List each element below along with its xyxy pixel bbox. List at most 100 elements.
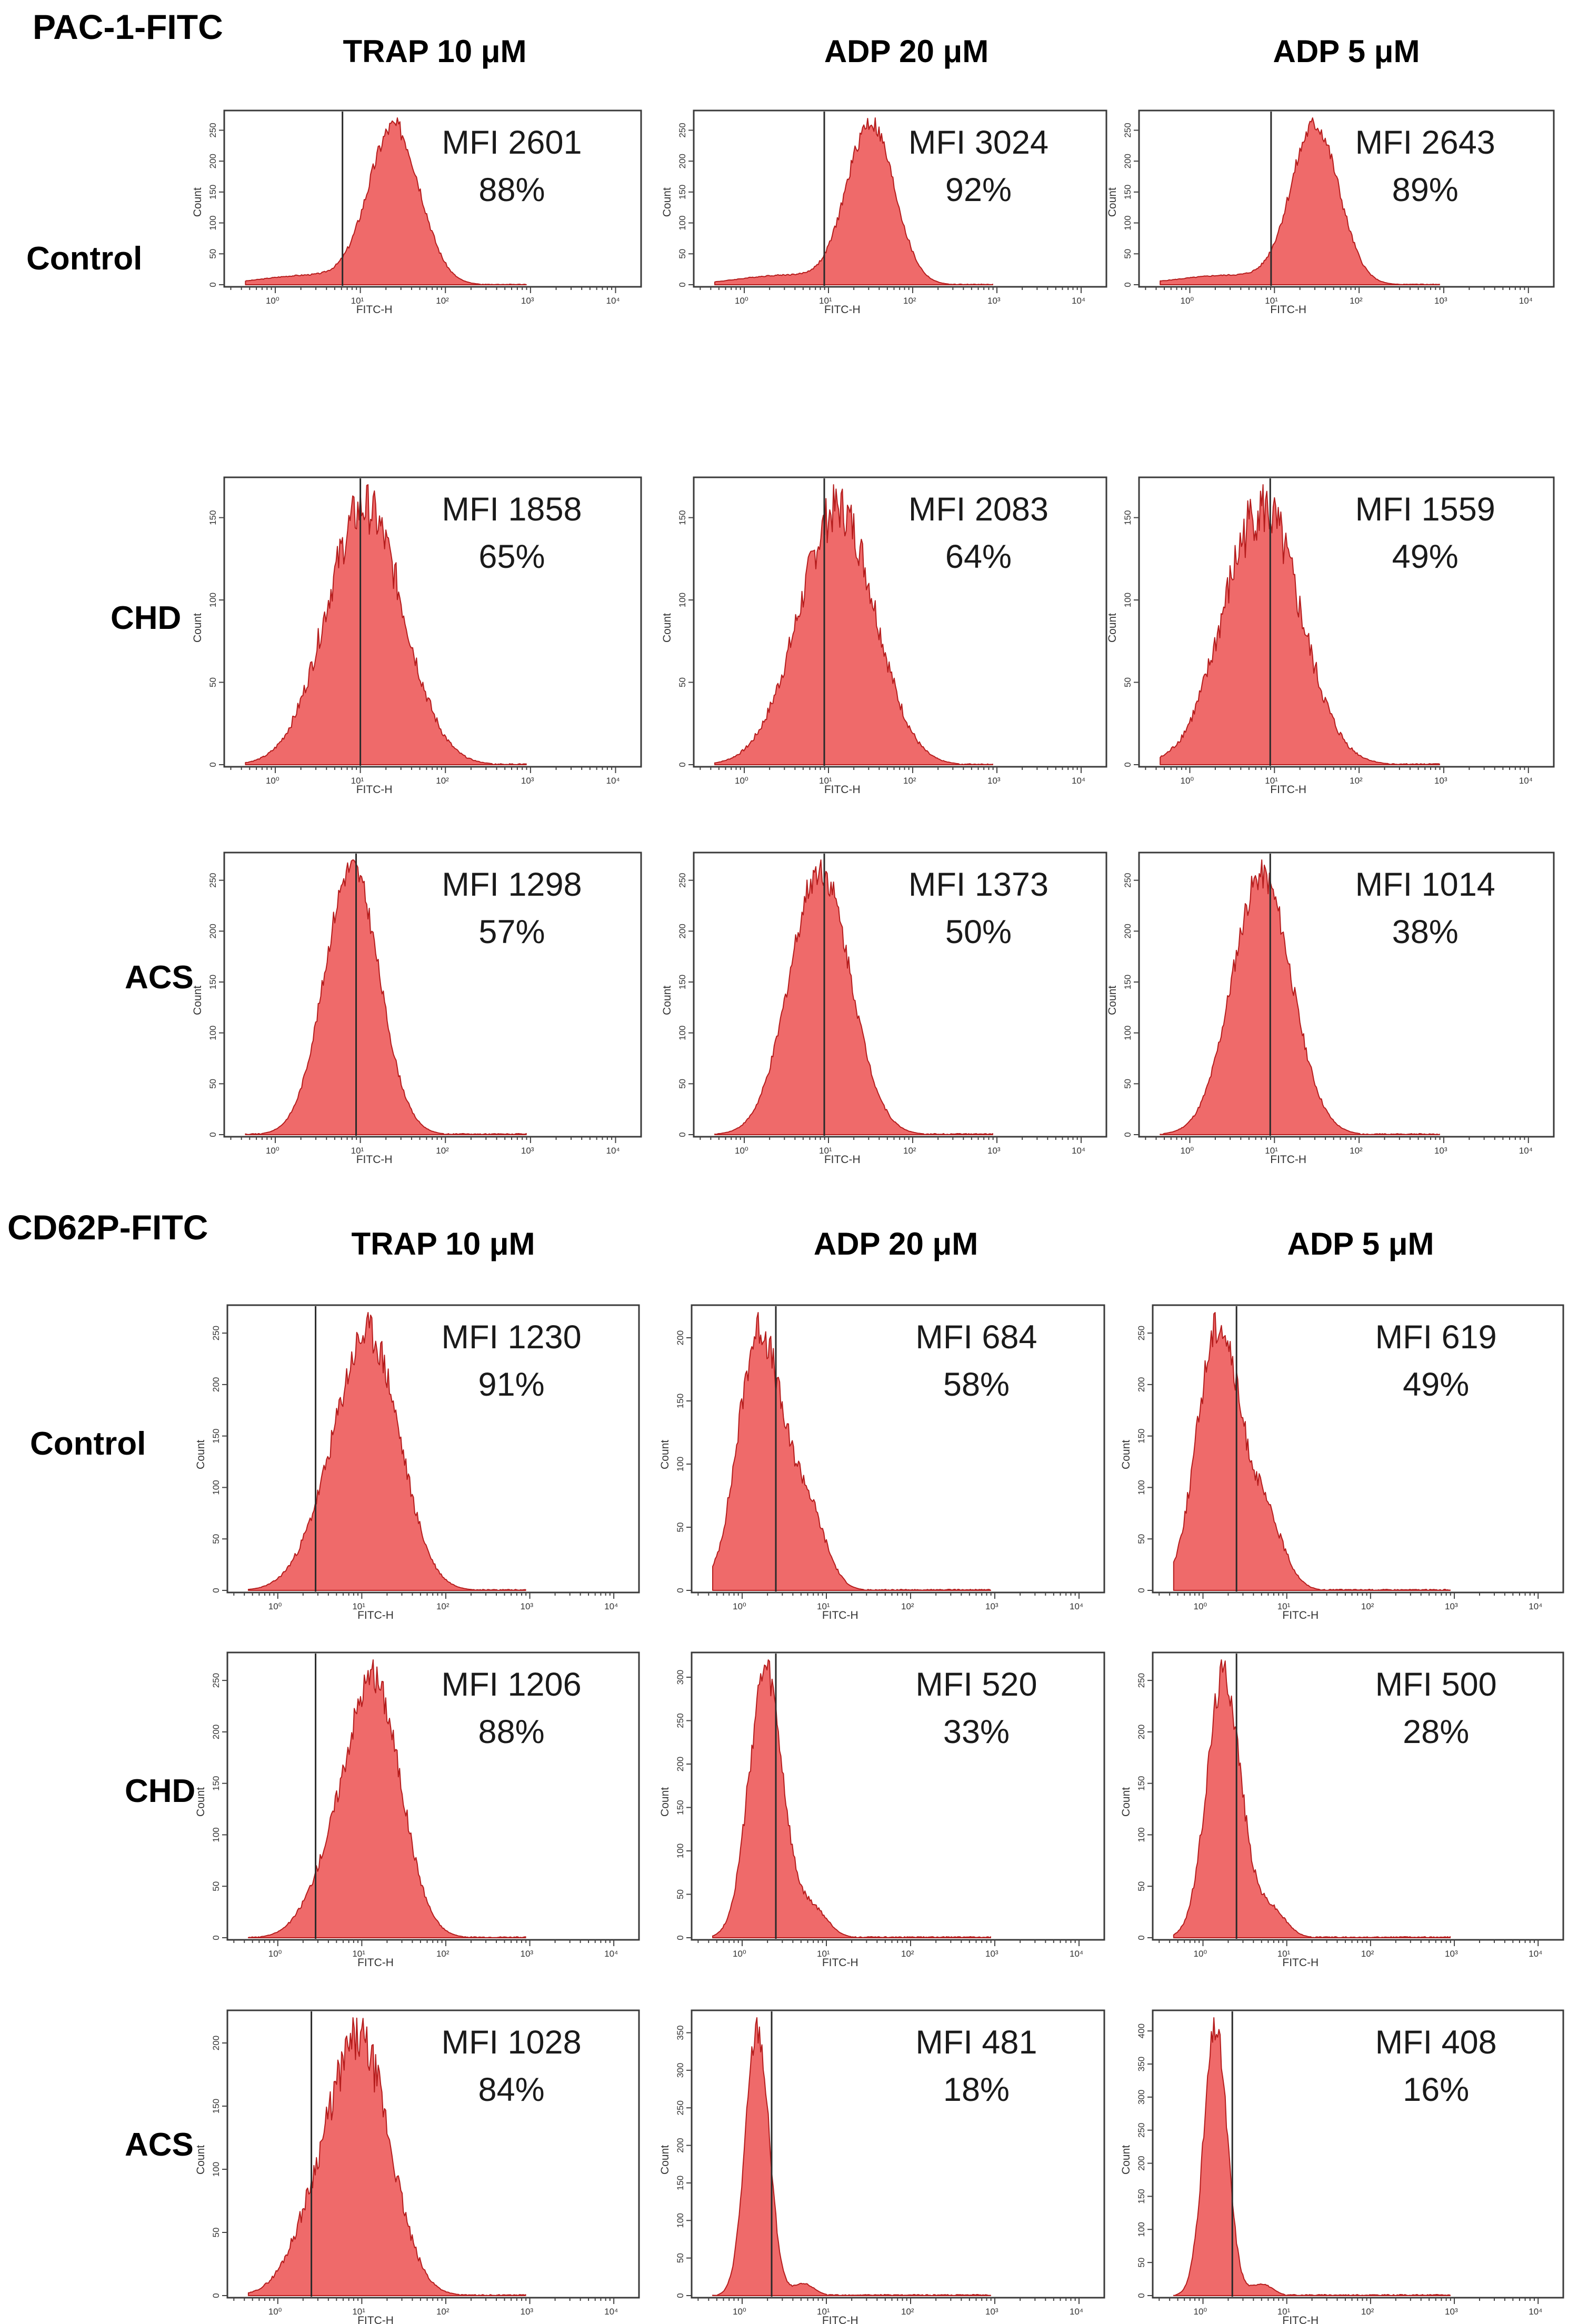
x-tick-label: 10³	[1445, 1601, 1458, 1611]
y-tick-label: 100	[675, 2213, 685, 2228]
x-tick-label: 10²	[1361, 1949, 1374, 1959]
y-tick-label: 0	[211, 1935, 221, 1940]
x-axis-title: FITC-H	[824, 1154, 861, 1166]
y-tick-label: 50	[1123, 1079, 1133, 1089]
y-tick-label: 0	[675, 1935, 685, 1940]
y-axis-title: Count	[195, 1787, 207, 1817]
histogram-area	[712, 1659, 991, 1938]
x-tick-label: 10²	[901, 2307, 914, 2317]
y-tick-label: 100	[677, 1025, 687, 1040]
x-tick-label: 10⁰	[733, 1601, 746, 1611]
y-axis-title: Count	[659, 2145, 671, 2175]
x-tick-label: 10¹	[819, 1146, 832, 1156]
x-tick-label: 10⁰	[733, 1949, 746, 1959]
x-tick-label: 10¹	[817, 1949, 830, 1959]
x-tick-label: 10⁰	[735, 296, 748, 306]
histogram-panel: 10⁰ 10¹ 10² 10³ 10⁴ FITC-H 0 50 100 150 Count MFI 1…	[192, 476, 642, 796]
row-label: ACS	[125, 959, 194, 996]
y-tick-label: 100	[1136, 1827, 1146, 1842]
x-tick-label: 10¹	[351, 1146, 364, 1156]
percent-label: 49%	[1403, 1366, 1469, 1403]
x-tick-label: 10⁴	[1072, 296, 1085, 306]
y-tick-label: 100	[1136, 1480, 1146, 1495]
y-tick-label: 0	[677, 762, 687, 767]
histogram-panel: 10⁰ 10¹ 10² 10³ 10⁴ FITC-H 0 50 100 150 200 250 300 3…	[659, 2009, 1105, 2324]
mfi-label: MFI 408	[1375, 2024, 1497, 2061]
histogram-area	[247, 1659, 526, 1938]
x-tick-label: 10⁴	[604, 1949, 618, 1959]
y-tick-label: 50	[211, 1881, 221, 1891]
y-tick-label: 0	[211, 2293, 221, 2298]
row-label: Control	[26, 241, 142, 277]
percent-label: 49%	[1392, 538, 1459, 575]
mfi-label: MFI 3024	[908, 124, 1048, 161]
mfi-label: MFI 1559	[1355, 491, 1495, 528]
x-axis-title: FITC-H	[357, 1957, 394, 1969]
histogram-panel: 10⁰ 10¹ 10² 10³ 10⁴ FITC-H 0 50 100 150 Count MFI 2…	[661, 476, 1107, 796]
x-axis-title: FITC-H	[1282, 1609, 1319, 1621]
column-title: TRAP 10 μM	[351, 1226, 535, 1261]
mfi-label: MFI 2643	[1355, 124, 1495, 161]
x-tick-label: 10⁰	[266, 1146, 279, 1156]
y-tick-label: 200	[211, 1725, 221, 1739]
y-tick-label: 200	[677, 154, 687, 168]
y-axis-title: Count	[192, 986, 204, 1015]
y-tick-label: 50	[675, 2253, 685, 2263]
percent-label: 16%	[1403, 2071, 1469, 2108]
x-tick-label: 10²	[903, 1146, 916, 1156]
y-tick-label: 200	[675, 1330, 685, 1345]
y-axis-title: Count	[1106, 187, 1118, 217]
x-tick-label: 10²	[903, 776, 916, 786]
x-tick-label: 10⁰	[268, 2307, 282, 2317]
x-tick-label: 10³	[1445, 1949, 1458, 1959]
y-tick-label: 0	[1123, 762, 1133, 767]
y-tick-label: 250	[675, 2100, 685, 2115]
x-tick-label: 10²	[436, 1601, 450, 1611]
y-axis-title: Count	[192, 187, 204, 217]
x-axis-title: FITC-H	[356, 784, 393, 796]
y-tick-label: 50	[208, 1079, 218, 1089]
x-tick-label: 10⁴	[604, 2307, 618, 2317]
percent-label: 18%	[943, 2071, 1010, 2108]
y-tick-label: 300	[675, 2063, 685, 2078]
mfi-label: MFI 1373	[908, 866, 1048, 903]
x-tick-label: 10³	[987, 1146, 1001, 1156]
percent-label: 33%	[943, 1714, 1010, 1750]
y-axis-title: Count	[659, 1787, 671, 1817]
column-title: ADP 20 μM	[814, 1226, 978, 1261]
histogram-panel: 10⁰ 10¹ 10² 10³ 10⁴ FITC-H 0 50 100 150 200 250 Coun…	[195, 1651, 640, 1969]
y-tick-label: 200	[677, 924, 687, 938]
y-tick-label: 0	[208, 1132, 218, 1137]
percent-label: 38%	[1392, 914, 1459, 950]
histogram-panel: 10⁰ 10¹ 10² 10³ 10⁴ FITC-H 0 50 100 150 200 250 300 C…	[659, 1651, 1105, 1969]
percent-label: 50%	[945, 914, 1012, 950]
column-title: ADP 5 μM	[1273, 34, 1420, 69]
y-tick-label: 100	[211, 1480, 221, 1495]
histogram-panel: 10⁰ 10¹ 10² 10³ 10⁴ FITC-H 0 50 100 150 200 Count MF…	[195, 2009, 640, 2324]
histogram-panel: 10⁰ 10¹ 10² 10³ 10⁴ FITC-H 0 50 100 150 200 250 300 3…	[1120, 2009, 1564, 2324]
x-axis-title: FITC-H	[1270, 304, 1306, 316]
histogram-panel: 10⁰ 10¹ 10² 10³ 10⁴ FITC-H 0 50 100 150 200 250 Coun…	[661, 109, 1107, 316]
section-pac1-fitc: PAC-1-FITC TRAP 10 μM ADP 20 μM ADP 5 μM Con…	[26, 7, 1555, 1166]
percent-label: 58%	[943, 1366, 1010, 1403]
y-tick-label: 250	[208, 123, 218, 137]
y-tick-label: 150	[677, 975, 687, 989]
y-tick-label: 200	[1123, 154, 1133, 168]
y-tick-label: 200	[211, 1377, 221, 1392]
x-tick-label: 10⁴	[606, 1146, 620, 1156]
y-tick-label: 100	[208, 215, 218, 230]
y-tick-label: 250	[1123, 873, 1133, 887]
x-tick-label: 10²	[436, 1146, 449, 1156]
x-tick-label: 10³	[985, 2307, 998, 2317]
y-tick-label: 150	[1123, 510, 1133, 525]
y-tick-label: 150	[211, 1776, 221, 1790]
y-tick-label: 0	[677, 1132, 687, 1137]
row-label: CHD	[111, 600, 181, 636]
x-tick-label: 10¹	[352, 2307, 365, 2317]
mfi-label: MFI 684	[915, 1319, 1037, 1356]
y-tick-label: 350	[675, 2025, 685, 2040]
histogram-panel: 10⁰ 10¹ 10² 10³ 10⁴ FITC-H 0 50 100 150 200 250 Coun…	[1106, 852, 1555, 1166]
y-tick-label: 0	[208, 762, 218, 767]
section-title: PAC-1-FITC	[33, 7, 223, 46]
